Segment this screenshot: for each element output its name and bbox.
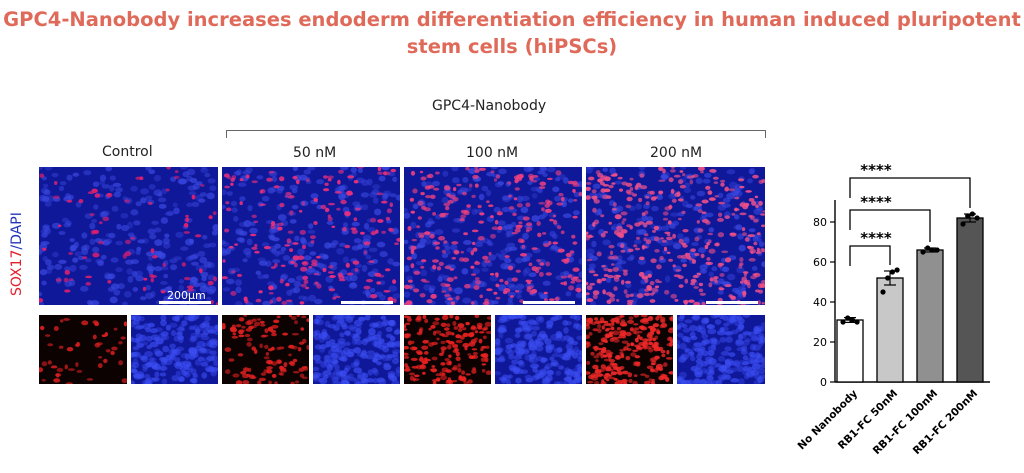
label-control: Control xyxy=(102,144,153,160)
sox17-image-50nm xyxy=(222,315,309,384)
figure-title: GPC4-Nanobody increases endoderm differe… xyxy=(0,6,1024,60)
data-point xyxy=(920,249,926,255)
data-point xyxy=(965,213,971,219)
significance-bracket xyxy=(849,177,971,208)
data-point xyxy=(889,269,895,275)
merge-image-control: 200μm xyxy=(39,167,218,305)
merge-image-200nm xyxy=(586,167,765,305)
significance-label: **** xyxy=(860,161,892,179)
data-point xyxy=(934,247,940,253)
stain-label: SOX17/DAPI xyxy=(9,212,25,296)
bar xyxy=(956,217,984,383)
dapi-label: DAPI xyxy=(9,212,25,245)
data-point xyxy=(845,315,851,321)
data-point xyxy=(969,211,975,217)
significance-bracket xyxy=(849,209,931,242)
dapi-image-50nm xyxy=(313,315,400,384)
y-tick-label: 20 xyxy=(813,336,827,349)
merge-image-100nm xyxy=(404,167,582,305)
significance-label: **** xyxy=(860,193,892,211)
y-tick-label: 0 xyxy=(820,376,827,389)
dapi-image-100nm xyxy=(495,315,582,384)
merge-image-50nm xyxy=(222,167,400,305)
bar xyxy=(876,277,904,383)
y-tick-label: 80 xyxy=(813,216,827,229)
title-line-2: stem cells (hiPSCs) xyxy=(406,35,618,58)
significance-bracket xyxy=(849,245,891,266)
data-point xyxy=(960,221,966,227)
scale-bar xyxy=(341,301,393,304)
dapi-image-control xyxy=(131,315,218,384)
slash-label: / xyxy=(9,244,25,250)
significance-label: **** xyxy=(860,229,892,247)
data-point xyxy=(885,275,891,281)
bar xyxy=(836,319,864,383)
data-point xyxy=(894,267,900,273)
dapi-image-200nm xyxy=(677,315,765,384)
label-100nm: 100 nM xyxy=(466,145,519,161)
scale-bar-label: 200μm xyxy=(167,289,206,302)
scale-bar xyxy=(706,301,758,304)
data-point xyxy=(880,289,886,295)
label-50nm: 50 nM xyxy=(293,145,337,161)
bar xyxy=(916,249,944,383)
sox17-image-control xyxy=(39,315,127,384)
data-point xyxy=(929,247,935,253)
data-point xyxy=(974,215,980,221)
data-point xyxy=(849,317,855,323)
scale-bar xyxy=(159,301,211,304)
group-bracket xyxy=(226,130,766,138)
y-tick-label: 60 xyxy=(813,256,827,269)
sox17-label: SOX17 xyxy=(9,249,25,296)
data-point xyxy=(854,319,860,325)
group-label: GPC4-Nanobody xyxy=(432,98,547,114)
scale-bar xyxy=(523,301,575,304)
data-point xyxy=(840,319,846,325)
sox17-image-100nm xyxy=(404,315,491,384)
sox17-image-200nm xyxy=(586,315,673,384)
label-200nm: 200 nM xyxy=(650,145,703,161)
data-point xyxy=(925,245,931,251)
y-tick-label: 40 xyxy=(813,296,827,309)
title-line-1: GPC4-Nanobody increases endoderm differe… xyxy=(3,8,1021,31)
